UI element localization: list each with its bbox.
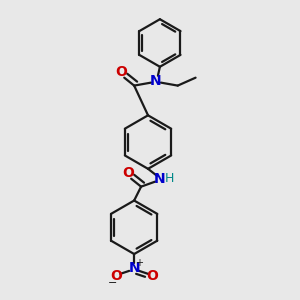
Text: O: O bbox=[115, 65, 127, 79]
Text: N: N bbox=[154, 172, 166, 186]
Text: N: N bbox=[128, 261, 140, 275]
Text: O: O bbox=[110, 269, 122, 283]
Text: N: N bbox=[150, 74, 162, 88]
Text: O: O bbox=[146, 269, 158, 283]
Text: O: O bbox=[122, 166, 134, 180]
Text: −: − bbox=[108, 278, 117, 288]
Text: H: H bbox=[165, 172, 175, 185]
Text: +: + bbox=[135, 258, 143, 268]
